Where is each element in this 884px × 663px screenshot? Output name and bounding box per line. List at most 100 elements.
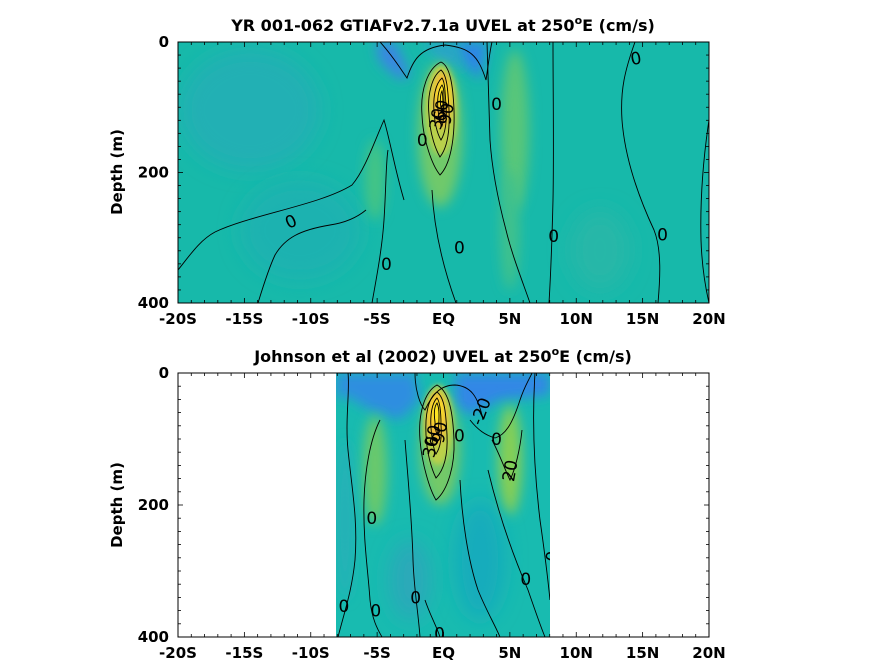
bottom-x-tick-label: EQ — [432, 644, 455, 662]
bottom-contour-label: 0 — [491, 430, 502, 450]
top-contour-line — [437, 84, 445, 127]
bottom-field-patch — [455, 500, 505, 620]
top-x-tick-label: -15S — [225, 310, 263, 328]
top-contour-label: 0 — [491, 95, 502, 115]
bottom-x-ticks: -20S -15S -10S -5S EQ 5N 10N 15N 20N — [159, 373, 726, 662]
bottom-y-tick-label: 0 — [159, 364, 169, 382]
top-x-tick-label: -20S — [159, 310, 197, 328]
bottom-contour-label: 0 — [520, 570, 531, 590]
top-contour-line — [379, 42, 493, 81]
top-contour-line — [178, 118, 405, 271]
top-contour-line — [439, 89, 444, 112]
top-field-green — [365, 140, 385, 220]
top-field-patch — [570, 210, 630, 290]
top-contour-label: 90 — [435, 102, 458, 127]
top-x-tick-label: 15N — [626, 310, 659, 328]
top-x-tick-label: 10N — [560, 310, 593, 328]
top-contours — [178, 42, 709, 303]
top-contour-label: 0 — [417, 131, 428, 151]
top-contour-label: 0 — [629, 49, 643, 71]
bottom-contour-label: 0 — [370, 602, 381, 622]
top-contour-label: 30 — [426, 107, 449, 132]
bottom-field-patch — [390, 540, 430, 620]
bottom-y-axis-label: Depth (m) — [108, 462, 126, 548]
bottom-contour-line — [430, 397, 442, 455]
bottom-field-green — [363, 415, 387, 525]
top-contour-label: 0 — [381, 255, 392, 275]
top-contour-line — [433, 77, 447, 141]
top-field-blue — [452, 42, 488, 80]
bottom-x-tick-label: 15N — [626, 644, 659, 662]
bottom-x-tick-label: -20S — [159, 644, 197, 662]
top-contour-line — [371, 149, 389, 303]
bottom-contour-label: 0 — [339, 597, 350, 617]
bottom-contour-line — [469, 373, 533, 439]
top-contour-line — [431, 189, 457, 303]
bottom-contour-line — [533, 373, 550, 601]
bottom-contour-label: 0 — [543, 550, 565, 564]
top-chart-title: YR 001-062 GTIAFv2.7.1a UVEL at 250oE (c… — [230, 14, 655, 35]
bottom-contour-line — [433, 402, 440, 436]
top-y-tick-label: 400 — [138, 294, 169, 312]
top-contour-line — [700, 119, 709, 303]
top-y-tick-label: 0 — [159, 33, 169, 51]
bottom-contour-line — [404, 439, 421, 637]
top-y-tick-label: 200 — [138, 164, 169, 182]
bottom-contour-line — [425, 391, 448, 479]
top-contour-line — [428, 69, 450, 158]
top-contour-label: 60 — [430, 98, 453, 123]
top-contour-line — [486, 42, 531, 303]
bottom-field-blue — [336, 373, 420, 420]
top-x-tick-label: -5S — [363, 310, 390, 328]
top-field-patch — [240, 180, 360, 280]
top-field-green — [501, 50, 529, 210]
top-y-axis-label: Depth (m) — [108, 129, 126, 215]
top-x-tick-label: EQ — [432, 310, 455, 328]
bottom-y-tick-label: 400 — [138, 628, 169, 646]
bottom-contour-label: 0 — [410, 588, 421, 608]
bottom-contour-label: 20 — [499, 458, 522, 483]
bottom-contours — [337, 373, 550, 637]
bottom-x-tick-label: 10N — [560, 644, 593, 662]
top-x-tick-label: 20N — [692, 310, 725, 328]
top-contour-line — [621, 42, 661, 303]
bottom-contour-label: 90 — [429, 420, 452, 445]
bottom-contour-label: 0 — [454, 427, 465, 447]
bottom-contour-line — [363, 419, 383, 637]
bottom-x-tick-label: 20N — [692, 644, 725, 662]
bottom-contour-line — [337, 373, 357, 637]
top-field-patch — [180, 50, 320, 170]
bottom-field-patch — [337, 440, 353, 600]
bottom-contour-label: 30 — [419, 435, 442, 460]
top-contour-line — [257, 209, 367, 303]
top-x-ticks: -20S -15S -10S -5S EQ 5N 10N 15N 20N — [159, 42, 726, 328]
top-field-blue — [420, 42, 465, 70]
bottom-contour-line — [419, 384, 455, 501]
top-x-tick-label: 5N — [498, 310, 521, 328]
top-contour-label: 0 — [548, 227, 559, 247]
top-contour-line — [548, 42, 554, 303]
top-contour-label: 0 — [454, 239, 465, 259]
bottom-x-tick-label: 5N — [498, 644, 521, 662]
bottom-contour-line — [424, 599, 441, 637]
bottom-x-tick-label: -15S — [225, 644, 263, 662]
top-field-green — [500, 170, 520, 290]
bottom-contour-line — [459, 479, 501, 637]
bottom-contour-label: 0 — [366, 509, 377, 529]
top-contour-line — [421, 61, 455, 176]
top-y-ticks: 0 200 400 — [138, 33, 709, 312]
bottom-x-tick-label: -10S — [292, 644, 330, 662]
bottom-contour-label: 0 — [434, 625, 445, 645]
top-x-tick-label: -10S — [292, 310, 330, 328]
top-field-blue — [375, 42, 410, 80]
top-contour-label: 0 — [657, 225, 668, 245]
bottom-contour-line — [487, 469, 546, 637]
bottom-contour-label: 60 — [422, 423, 445, 448]
